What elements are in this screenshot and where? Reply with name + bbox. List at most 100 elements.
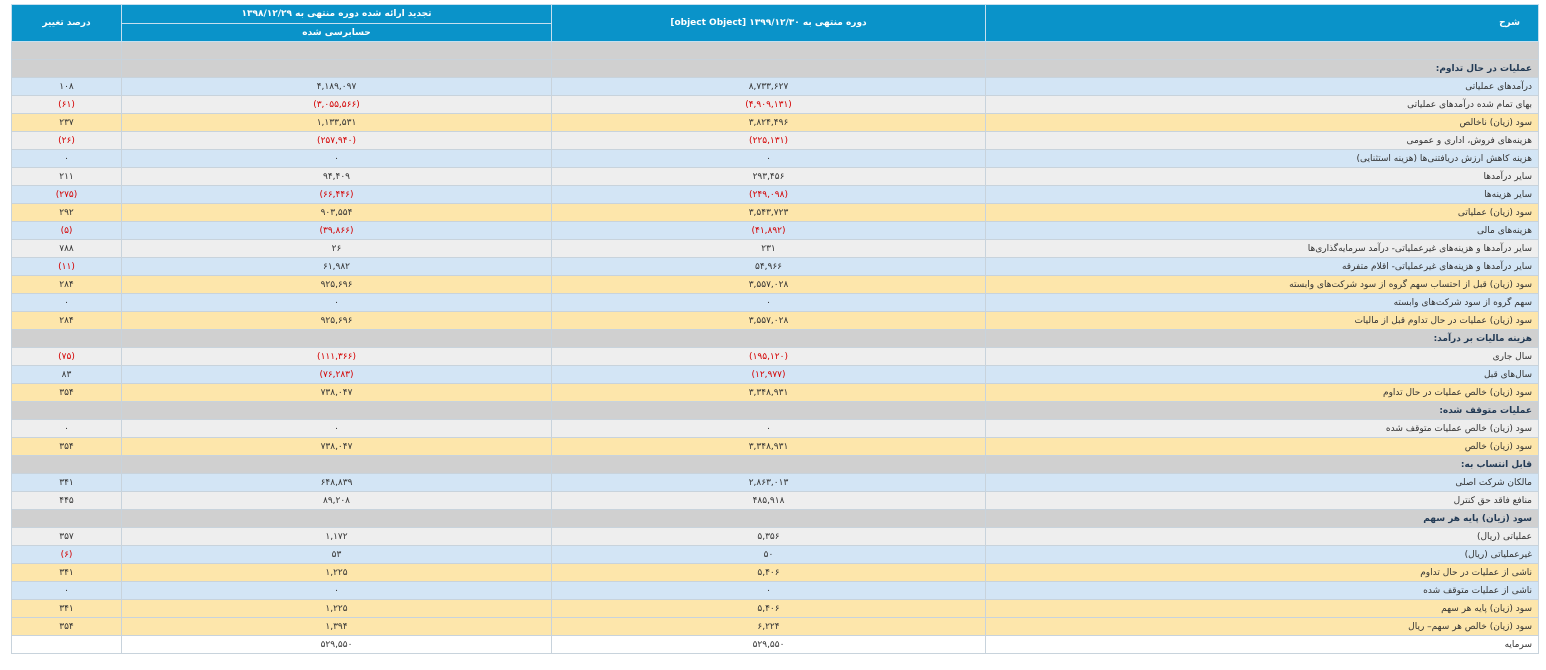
change-percent-cell: ۳۵۴: [11, 617, 122, 636]
previous-period-cell: ۱,۲۲۵: [121, 599, 552, 618]
table-row: درآمدهای عملیاتی ۸,۷۳۳,۶۲۷ ۴,۱۸۹,۰۹۷ ۱۰۸: [11, 77, 1539, 96]
change-percent-cell: (۱۱): [11, 257, 122, 276]
row-description-cell: سود (زیان) پایه هر سهم: [985, 599, 1539, 618]
current-period-cell: ۳,۳۴۸,۹۳۱: [551, 383, 986, 402]
previous-period-cell: ۷۳۸,۰۴۷: [121, 383, 552, 402]
change-percent-cell: (۲۷۵): [11, 185, 122, 204]
previous-period-cell: (۳,۰۵۵,۵۶۶): [121, 95, 552, 114]
current-period-cell: ۳,۵۵۷,۰۲۸: [551, 275, 986, 294]
previous-period-cell: ۲۶: [121, 239, 552, 258]
previous-period-cell: [121, 41, 552, 60]
row-description-cell: سود (زیان) خالص عملیات در حال تداوم: [985, 383, 1539, 402]
section-header-row: عملیات متوقف شده:: [11, 401, 1539, 420]
current-period-cell: ۵۴,۹۶۶: [551, 257, 986, 276]
current-period-cell: [551, 455, 986, 474]
row-description-cell: مالکان شرکت اصلی: [985, 473, 1539, 492]
change-percent-cell: [11, 41, 122, 60]
row-description-cell: هزینه‌های مالی: [985, 221, 1539, 240]
header-previous-period: تجدید ارائه شده دوره منتهی به ۱۳۹۸/۱۲/۲۹: [121, 4, 552, 24]
previous-period-cell: ۰: [121, 581, 552, 600]
table-row: سرمایه ۵۲۹,۵۵۰ ۵۲۹,۵۵۰: [11, 635, 1539, 654]
previous-period-cell: (۳۹,۸۶۶): [121, 221, 552, 240]
row-description-cell: سود (زیان) خالص: [985, 437, 1539, 456]
previous-period-cell: ۱,۲۲۵: [121, 563, 552, 582]
row-description-cell: سال جاری: [985, 347, 1539, 366]
current-period-cell: (۱۹۵,۱۲۰): [551, 347, 986, 366]
current-period-cell: ۸,۷۳۳,۶۲۷: [551, 77, 986, 96]
previous-period-cell: ۱,۱۳۳,۵۳۱: [121, 113, 552, 132]
current-period-cell: [551, 41, 986, 60]
change-percent-cell: ۲۹۲: [11, 203, 122, 222]
previous-period-cell: ۰: [121, 419, 552, 438]
change-percent-cell: ۰: [11, 581, 122, 600]
previous-period-cell: ۹۰۳,۵۵۴: [121, 203, 552, 222]
table-row: سود (زیان) خالص عملیات در حال تداوم ۳,۳۴۸…: [11, 383, 1539, 402]
previous-period-cell: ۷۳۸,۰۴۷: [121, 437, 552, 456]
change-percent-cell: ۳۵۴: [11, 437, 122, 456]
row-description-cell: سود (زیان) ناخالص: [985, 113, 1539, 132]
previous-period-cell: ۹۲۵,۶۹۶: [121, 311, 552, 330]
current-period-cell: ۶,۲۲۴: [551, 617, 986, 636]
table-row: سود (زیان) ناخالص ۳,۸۲۴,۴۹۶ ۱,۱۳۳,۵۳۱ ۲۳۷: [11, 113, 1539, 132]
previous-period-cell: (۱۱۱,۳۶۶): [121, 347, 552, 366]
row-description-cell: عملیات در حال تداوم:: [985, 59, 1539, 78]
change-percent-cell: (۵): [11, 221, 122, 240]
row-description-cell: غیرعملیاتی (ریال): [985, 545, 1539, 564]
table-row: سهم گروه از سود شرکت‌های وابسته ۰ ۰ ۰: [11, 293, 1539, 312]
previous-period-cell: ۵۲۹,۵۵۰: [121, 635, 552, 654]
table-row: مالکان شرکت اصلی ۲,۸۶۳,۰۱۳ ۶۴۸,۸۳۹ ۳۴۱: [11, 473, 1539, 492]
header-audited-label: حسابرسی شده: [121, 23, 552, 42]
row-description-cell: هزینه‌های فروش، اداری و عمومی: [985, 131, 1539, 150]
row-description-cell: سال‌های قبل: [985, 365, 1539, 384]
table-row: سود (زیان) قبل از احتساب سهم گروه از سود…: [11, 275, 1539, 294]
change-percent-cell: ۰: [11, 419, 122, 438]
previous-period-cell: (۷۶,۲۸۳): [121, 365, 552, 384]
income-statement-table: شرح دوره منتهی به ۱۳۹۹/۱۲/۳۰ [object Obj…: [11, 4, 1539, 654]
row-description-cell: سود (زیان) عملیات در حال تداوم قبل از ما…: [985, 311, 1539, 330]
previous-period-cell: (۲۵۷,۹۴۰): [121, 131, 552, 150]
row-description-cell: سایر درآمدها و هزینه‌های غیرعملیاتی- درآ…: [985, 239, 1539, 258]
change-percent-cell: ۲۸۴: [11, 311, 122, 330]
previous-period-cell: ۰: [121, 293, 552, 312]
table-body: عملیات در حال تداوم: درآمدهای عملیاتی ۸,۷۳…: [11, 41, 1539, 654]
change-percent-cell: ۲۸۴: [11, 275, 122, 294]
table-row: سود (زیان) پایه هر سهم ۵,۴۰۶ ۱,۲۲۵ ۳۴۱: [11, 599, 1539, 618]
change-percent-cell: ۲۳۷: [11, 113, 122, 132]
row-description-cell: سرمایه: [985, 635, 1539, 654]
change-percent-cell: ۳۵۷: [11, 527, 122, 546]
previous-period-cell: ۰: [121, 149, 552, 168]
section-header-row: عملیات در حال تداوم:: [11, 59, 1539, 78]
current-period-cell: [551, 329, 986, 348]
previous-period-cell: ۸۹,۲۰۸: [121, 491, 552, 510]
row-description-cell: سهم گروه از سود شرکت‌های وابسته: [985, 293, 1539, 312]
change-percent-cell: ۸۳: [11, 365, 122, 384]
row-description-cell: سایر درآمدها: [985, 167, 1539, 186]
current-period-cell: ۰: [551, 419, 986, 438]
row-description-cell: درآمدهای عملیاتی: [985, 77, 1539, 96]
change-percent-cell: ۴۴۵: [11, 491, 122, 510]
row-description-cell: منافع فاقد حق کنترل: [985, 491, 1539, 510]
table-row: سود (زیان) خالص هر سهم– ریال ۶,۲۲۴ ۱,۳۹۴ ۳۵…: [11, 617, 1539, 636]
table-row: سایر درآمدها و هزینه‌های غیرعملیاتی- درآ…: [11, 239, 1539, 258]
change-percent-cell: ۳۴۱: [11, 563, 122, 582]
previous-period-cell: ۵۳: [121, 545, 552, 564]
current-period-cell: (۴,۹۰۹,۱۳۱): [551, 95, 986, 114]
table-row: ناشی از عملیات در حال تداوم ۵,۴۰۶ ۱,۲۲۵ ۳۴۱: [11, 563, 1539, 582]
table-row: سود (زیان) عملیات در حال تداوم قبل از ما…: [11, 311, 1539, 330]
change-percent-cell: (۶): [11, 545, 122, 564]
current-period-cell: (۱۲,۹۷۷): [551, 365, 986, 384]
change-percent-cell: ۲۱۱: [11, 167, 122, 186]
current-period-cell: ۵۰: [551, 545, 986, 564]
current-period-cell: (۲۲۵,۱۳۱): [551, 131, 986, 150]
previous-period-cell: [121, 329, 552, 348]
current-period-cell: ۵,۳۵۶: [551, 527, 986, 546]
table-row: سال‌های قبل (۱۲,۹۷۷) (۷۶,۲۸۳) ۸۳: [11, 365, 1539, 384]
change-percent-cell: ۳۵۴: [11, 383, 122, 402]
current-period-cell: ۴۸۵,۹۱۸: [551, 491, 986, 510]
previous-period-cell: [121, 59, 552, 78]
table-row: ناشی از عملیات متوقف شده ۰ ۰ ۰: [11, 581, 1539, 600]
table-row: بهای تمام شده درآمدهای عملیاتی (۴,۹۰۹,۱۳۱…: [11, 95, 1539, 114]
table-row: هزینه کاهش ارزش دریافتنی‌ها (هزینه استثن…: [11, 149, 1539, 168]
change-percent-cell: ۳۴۱: [11, 473, 122, 492]
row-description-cell: عملیات متوقف شده:: [985, 401, 1539, 420]
